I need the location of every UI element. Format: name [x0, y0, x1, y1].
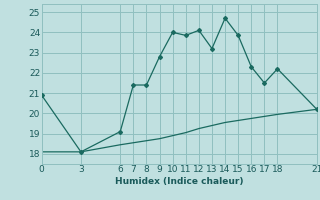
X-axis label: Humidex (Indice chaleur): Humidex (Indice chaleur) — [115, 177, 244, 186]
